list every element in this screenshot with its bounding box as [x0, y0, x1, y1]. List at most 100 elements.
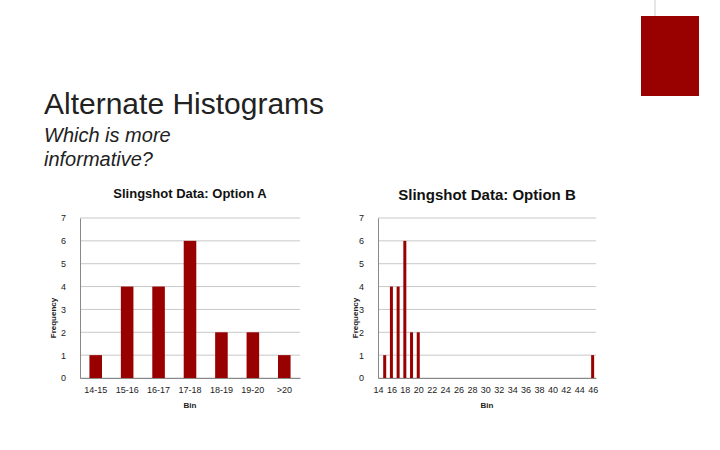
- x-tick: 22: [427, 378, 437, 395]
- x-tick: 46: [588, 378, 598, 395]
- x-tick: 28: [467, 378, 477, 395]
- x-tick-label: 24: [441, 385, 451, 395]
- y-axis-line: [80, 219, 81, 379]
- x-tick: 20: [414, 378, 424, 395]
- y-tick: 1: [359, 351, 378, 361]
- x-tick-label: 26: [454, 385, 464, 395]
- y-tick-label: 5: [359, 259, 364, 269]
- y-tick: 2: [61, 328, 80, 338]
- x-tick-label: 40: [548, 385, 558, 395]
- x-tick-label: 15-16: [116, 385, 139, 395]
- y-tick: 5: [61, 259, 80, 269]
- x-tick-label: 34: [508, 385, 518, 395]
- chart: 14-15 15-16 16-17 17-18 18-19 19-20 >20 0 1 2 3 4 5 6…: [49, 186, 301, 410]
- y-tick-label: 0: [61, 373, 66, 383]
- x-tick-label: 46: [588, 385, 598, 395]
- bar: [215, 332, 228, 378]
- y-tick: 2: [359, 328, 378, 338]
- y-tick: 7: [359, 213, 378, 223]
- x-tick-label: 30: [481, 385, 491, 395]
- bar: [89, 355, 102, 378]
- y-tick: 7: [61, 213, 80, 223]
- y-tick-label: 1: [359, 351, 364, 361]
- x-axis-line: [379, 378, 597, 379]
- x-tick: 34: [508, 378, 518, 395]
- y-tick-label: 7: [61, 213, 66, 223]
- bar: [591, 355, 594, 378]
- x-tick-label: >20: [277, 385, 292, 395]
- bar: [121, 287, 134, 378]
- chart: 1416182022242628303234363840424446012345…: [351, 186, 598, 410]
- x-tick: 26: [454, 378, 464, 395]
- bar: [417, 332, 420, 378]
- marks: [89, 241, 290, 378]
- x-tick-label: 18-19: [210, 385, 233, 395]
- y-tick-label: 0: [359, 373, 364, 383]
- y-tick-label: 2: [61, 328, 66, 338]
- y-tick: 0: [359, 373, 378, 383]
- x-tick-label: 22: [427, 385, 437, 395]
- x-tick-label: 28: [467, 385, 477, 395]
- x-tick: 17-18: [178, 378, 201, 395]
- bar: [390, 287, 393, 378]
- x-tick: 16: [387, 378, 397, 395]
- y-axis-label: Frequency: [49, 297, 58, 338]
- y-axis: 0 1 2 3 4 5 6 7: [359, 213, 379, 383]
- bar: [278, 355, 291, 378]
- x-axis-line: [81, 378, 301, 379]
- x-tick: 40: [548, 378, 558, 395]
- slide-title: Alternate Histograms: [44, 87, 324, 120]
- y-tick: 3: [61, 305, 80, 315]
- corner-line: [655, 0, 656, 16]
- text-line: Slingshot Data: Option B: [398, 186, 576, 203]
- corner-block: [641, 16, 699, 96]
- bar: [152, 287, 165, 378]
- y-tick-label: 3: [61, 305, 66, 315]
- y-tick-label: 5: [61, 259, 66, 269]
- y-axis: 0 1 2 3 4 5 6 7: [61, 213, 81, 383]
- x-tick: 16-17: [147, 378, 170, 395]
- text-line: Which is more: [44, 124, 171, 146]
- bar: [247, 332, 260, 378]
- y-tick: 6: [61, 236, 80, 246]
- x-tick: 32: [494, 378, 504, 395]
- bar: [403, 241, 406, 378]
- grid-line: [378, 309, 596, 310]
- text-line: informative?: [44, 148, 154, 170]
- y-tick: 3: [359, 305, 378, 315]
- grid-line: [80, 218, 300, 219]
- x-tick-label: 38: [534, 385, 544, 395]
- y-tick: 4: [359, 282, 378, 292]
- y-tick: 0: [61, 373, 80, 383]
- x-tick: 15-16: [116, 378, 139, 395]
- y-tick-label: 1: [61, 351, 66, 361]
- y-tick-label: 6: [359, 236, 364, 246]
- x-tick: 24: [441, 378, 451, 395]
- chart-title: Slingshot Data: Option B: [398, 186, 576, 203]
- x-tick-label: 20: [414, 385, 424, 395]
- x-tick-label: 18: [400, 385, 410, 395]
- y-axis-line: [378, 219, 379, 379]
- bar: [410, 332, 413, 378]
- bar: [383, 355, 386, 378]
- grid-line: [378, 240, 596, 241]
- x-tick: 19-20: [241, 378, 264, 395]
- bar: [184, 241, 197, 378]
- chart-title: Slingshot Data: Option A: [113, 186, 267, 201]
- x-tick-label: 17-18: [178, 385, 201, 395]
- marks: [383, 241, 594, 378]
- text-line: Slingshot Data: Option A: [113, 186, 267, 201]
- slide-subtitle: Which is moreinformative?: [44, 124, 171, 170]
- x-tick-label: 36: [521, 385, 531, 395]
- y-tick: 1: [61, 351, 80, 361]
- x-tick-label: 16: [387, 385, 397, 395]
- slide: Alternate Histograms Which is moreinforma…: [0, 0, 720, 450]
- x-tick: 44: [575, 378, 585, 395]
- x-tick-label: 19-20: [241, 385, 264, 395]
- grid-line: [378, 286, 596, 287]
- x-tick: 14-15: [84, 378, 107, 395]
- x-tick: 30: [481, 378, 491, 395]
- x-tick-label: 16-17: [147, 385, 170, 395]
- y-tick: 6: [359, 236, 378, 246]
- y-tick: 4: [61, 282, 80, 292]
